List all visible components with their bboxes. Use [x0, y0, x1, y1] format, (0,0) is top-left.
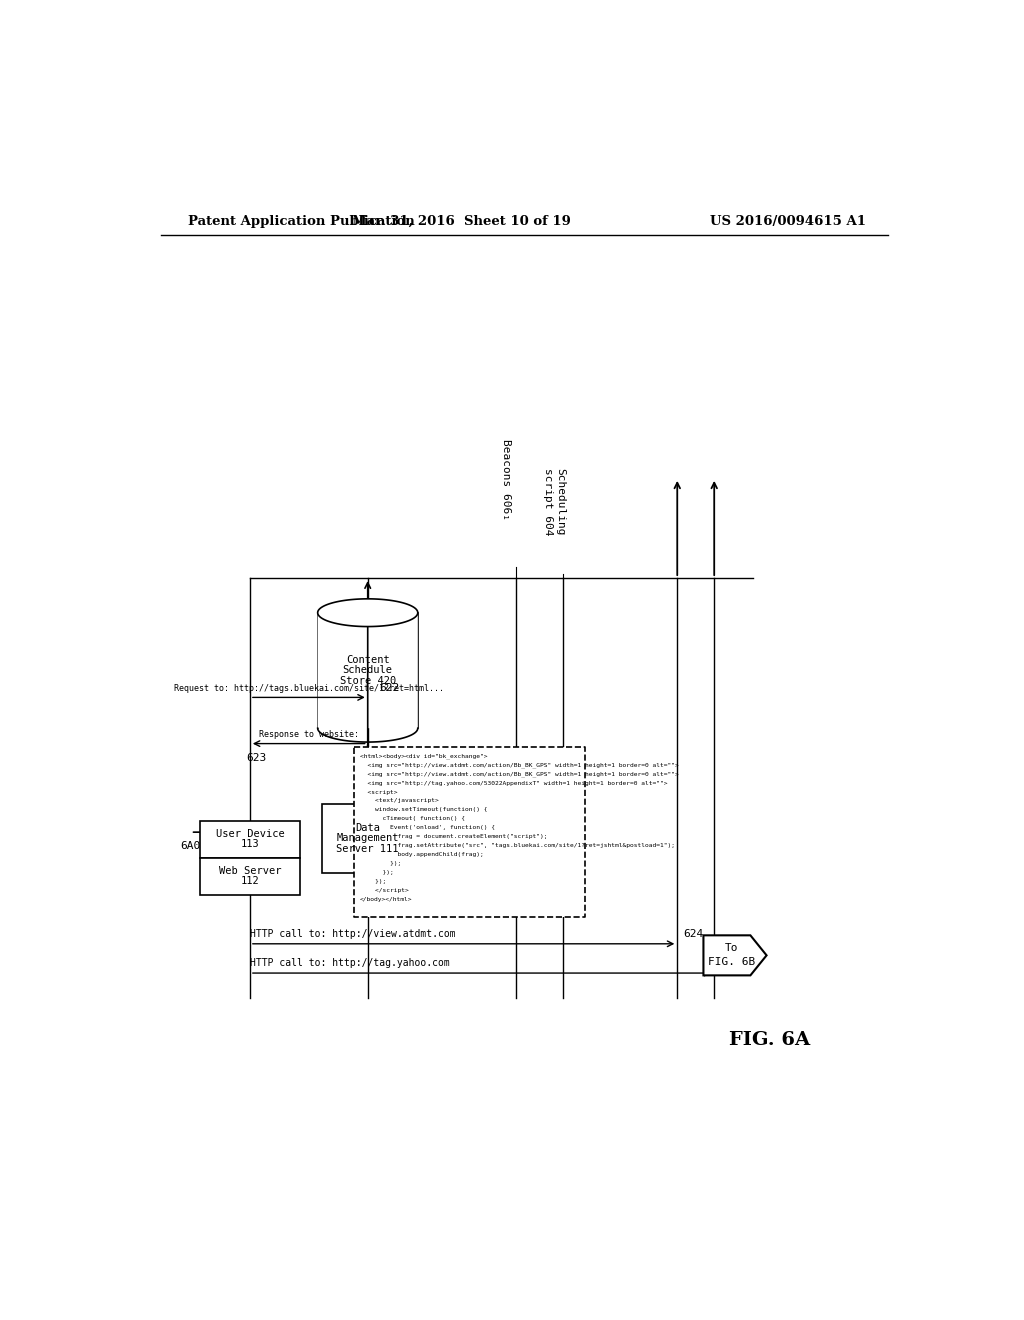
Text: Mar. 31, 2016  Sheet 10 of 19: Mar. 31, 2016 Sheet 10 of 19	[352, 215, 571, 228]
Text: 6A00: 6A00	[180, 841, 208, 851]
Text: <img src="http://view.atdmt.com/action/Bb_BK_GPS" width=1 height=1 border=0 alt=: <img src="http://view.atdmt.com/action/B…	[360, 763, 679, 768]
Text: HTTP call to: http://tag.yahoo.com: HTTP call to: http://tag.yahoo.com	[250, 958, 450, 969]
Text: frag = document.createElement("script");: frag = document.createElement("script");	[360, 834, 548, 840]
Text: Beacons 606₁: Beacons 606₁	[502, 440, 511, 520]
Text: });: });	[360, 862, 401, 866]
Text: body.appendChild(frag);: body.appendChild(frag);	[360, 853, 483, 858]
Text: Server 111: Server 111	[337, 843, 399, 854]
Text: Store 420: Store 420	[340, 676, 396, 686]
Polygon shape	[200, 858, 300, 895]
Text: });: });	[360, 870, 394, 875]
Text: 622: 622	[379, 682, 399, 693]
Text: </body></html>: </body></html>	[360, 898, 413, 903]
Text: FIG. 6B: FIG. 6B	[708, 957, 755, 968]
Text: Patent Application Publication: Patent Application Publication	[188, 215, 415, 228]
Text: Content: Content	[346, 655, 389, 665]
Text: Data: Data	[355, 822, 380, 833]
Text: User Device: User Device	[215, 829, 285, 838]
Text: 112: 112	[241, 876, 259, 887]
Text: Web Server: Web Server	[219, 866, 282, 875]
Text: FIG. 6A: FIG. 6A	[729, 1031, 810, 1049]
Polygon shape	[200, 821, 300, 858]
Text: 113: 113	[241, 840, 259, 850]
Text: Request to: http://tags.bluekai.com/site/1?ret=html...: Request to: http://tags.bluekai.com/site…	[174, 684, 443, 693]
Text: HTTP call to: http://view.atdmt.com: HTTP call to: http://view.atdmt.com	[250, 929, 456, 940]
Text: <text/javascript>: <text/javascript>	[360, 799, 438, 804]
Text: <img src="http://view.atdmt.com/action/Bb_BK_GPS" width=1 height=1 border=0 alt=: <img src="http://view.atdmt.com/action/B…	[360, 772, 679, 777]
Text: Scheduling
script 604: Scheduling script 604	[544, 469, 565, 536]
Text: 623: 623	[246, 752, 266, 763]
Text: cTimeout( function() {: cTimeout( function() {	[360, 817, 465, 821]
Text: </script>: </script>	[360, 888, 409, 894]
Polygon shape	[322, 804, 414, 873]
Text: Response to website:: Response to website:	[259, 730, 358, 739]
Text: US 2016/0094615 A1: US 2016/0094615 A1	[710, 215, 866, 228]
Text: });: });	[360, 879, 386, 884]
Polygon shape	[354, 747, 585, 917]
Text: 624: 624	[683, 929, 703, 940]
Text: <script>: <script>	[360, 789, 397, 795]
Polygon shape	[317, 599, 418, 627]
Text: <img src="http://tag.yahoo.com/53022AppendixT" width=1 height=1 border=0 alt="">: <img src="http://tag.yahoo.com/53022Appe…	[360, 780, 668, 785]
Text: Schedule: Schedule	[343, 665, 393, 676]
Text: Event('onload', function() {: Event('onload', function() {	[360, 825, 495, 830]
Text: To: To	[724, 944, 738, 953]
Polygon shape	[317, 599, 418, 729]
Text: 625: 625	[720, 958, 740, 969]
Text: <html><body><div id="bk_exchange">: <html><body><div id="bk_exchange">	[360, 754, 487, 759]
Text: window.setTimeout(function() {: window.setTimeout(function() {	[360, 808, 487, 813]
Polygon shape	[703, 936, 767, 975]
Text: frag.setAttribute("src", "tags.bluekai.com/site/1?ret=jshtml&postload=1");: frag.setAttribute("src", "tags.bluekai.c…	[360, 843, 675, 849]
Text: Management: Management	[337, 833, 399, 843]
